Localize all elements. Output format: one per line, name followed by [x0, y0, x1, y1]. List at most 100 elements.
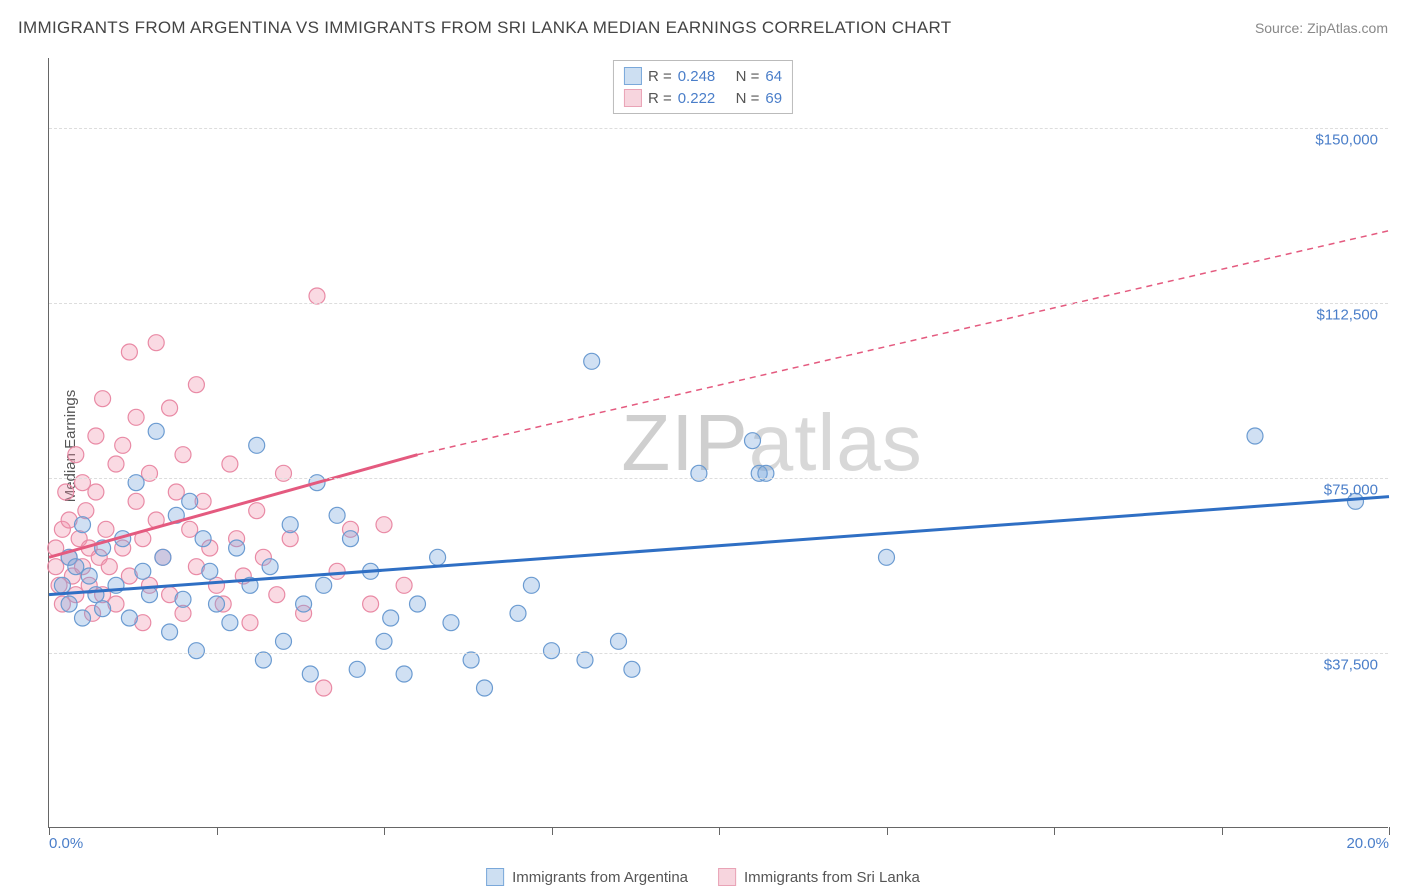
data-point [363, 596, 379, 612]
gridline [49, 478, 1388, 479]
data-point [222, 615, 238, 631]
x-tick [49, 827, 50, 835]
n-label: N = [736, 68, 760, 85]
data-point [135, 563, 151, 579]
data-point [477, 680, 493, 696]
data-point [410, 596, 426, 612]
r-value: 0.248 [678, 68, 716, 85]
legend-swatch [624, 89, 642, 107]
n-label: N = [736, 90, 760, 107]
data-point [329, 507, 345, 523]
data-point [249, 503, 265, 519]
data-point [316, 680, 332, 696]
data-point [316, 577, 332, 593]
gridline [49, 128, 1388, 129]
legend-label: Immigrants from Argentina [512, 869, 688, 886]
data-point [162, 400, 178, 416]
legend-stat-row: R = 0.222 N = 69 [624, 87, 782, 109]
data-point [463, 652, 479, 668]
data-point [396, 577, 412, 593]
x-tick-label: 20.0% [1346, 835, 1389, 852]
data-point [128, 493, 144, 509]
data-point [349, 661, 365, 677]
data-point [229, 540, 245, 556]
data-point [121, 610, 137, 626]
data-point [188, 377, 204, 393]
x-tick-label: 0.0% [49, 835, 83, 852]
data-point [95, 391, 111, 407]
x-tick [719, 827, 720, 835]
plot-area: ZIPatlas $37,500$75,000$112,500$150,0000… [48, 58, 1388, 828]
data-point [510, 605, 526, 621]
data-point [329, 563, 345, 579]
r-value: 0.222 [678, 90, 716, 107]
x-tick [1054, 827, 1055, 835]
data-point [296, 596, 312, 612]
data-point [121, 344, 137, 360]
data-point [68, 447, 84, 463]
data-point [1247, 428, 1263, 444]
legend-label: Immigrants from Sri Lanka [744, 869, 920, 886]
n-value: 69 [765, 90, 782, 107]
data-point [175, 591, 191, 607]
legend-item: Immigrants from Argentina [486, 868, 688, 886]
n-value: 64 [765, 68, 782, 85]
data-point [745, 433, 761, 449]
data-point [624, 661, 640, 677]
data-point [182, 521, 198, 537]
data-point [430, 549, 446, 565]
data-point [175, 447, 191, 463]
x-tick [1222, 827, 1223, 835]
data-point [98, 521, 114, 537]
chart-svg [49, 58, 1388, 827]
data-point [88, 484, 104, 500]
data-point [879, 549, 895, 565]
data-point [115, 437, 131, 453]
data-point [202, 563, 218, 579]
r-label: R = [648, 68, 672, 85]
data-point [68, 559, 84, 575]
y-tick-label: $37,500 [1324, 657, 1378, 674]
x-tick [384, 827, 385, 835]
data-point [611, 633, 627, 649]
x-tick [552, 827, 553, 835]
legend-stat-row: R = 0.248 N = 64 [624, 65, 782, 87]
data-point [269, 587, 285, 603]
legend-item: Immigrants from Sri Lanka [718, 868, 920, 886]
data-point [376, 633, 392, 649]
data-point [95, 601, 111, 617]
data-point [182, 493, 198, 509]
data-point [262, 559, 278, 575]
y-tick-label: $75,000 [1324, 482, 1378, 499]
data-point [108, 456, 124, 472]
regression-line [418, 231, 1390, 455]
data-point [48, 559, 64, 575]
legend-series: Immigrants from Argentina Immigrants from… [478, 868, 928, 886]
data-point [396, 666, 412, 682]
x-tick [887, 827, 888, 835]
legend-swatch [486, 868, 504, 886]
data-point [188, 643, 204, 659]
data-point [75, 610, 91, 626]
data-point [376, 517, 392, 533]
source-text: Source: ZipAtlas.com [1255, 20, 1388, 36]
data-point [343, 531, 359, 547]
r-label: R = [648, 90, 672, 107]
gridline [49, 653, 1388, 654]
data-point [302, 666, 318, 682]
data-point [148, 423, 164, 439]
data-point [249, 437, 265, 453]
data-point [61, 596, 77, 612]
chart-title: IMMIGRANTS FROM ARGENTINA VS IMMIGRANTS … [18, 18, 951, 38]
data-point [155, 549, 171, 565]
data-point [128, 409, 144, 425]
data-point [443, 615, 459, 631]
data-point [81, 568, 97, 584]
data-point [88, 428, 104, 444]
y-tick-label: $150,000 [1315, 132, 1378, 149]
data-point [195, 531, 211, 547]
data-point [168, 484, 184, 500]
data-point [78, 503, 94, 519]
legend-stats: R = 0.248 N = 64R = 0.222 N = 69 [613, 60, 793, 114]
data-point [54, 577, 70, 593]
